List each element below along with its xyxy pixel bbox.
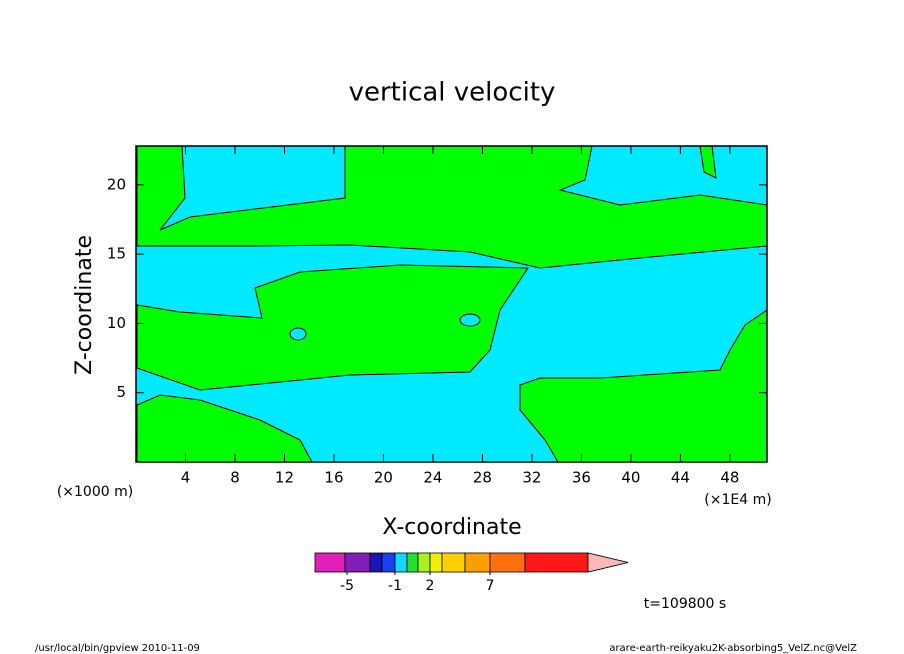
colorbar-box — [464, 552, 491, 573]
colorbar-box — [314, 552, 346, 573]
x-tick-label: 20 — [374, 469, 393, 487]
footer-left: /usr/local/bin/gpview 2010-11-09 — [35, 643, 200, 654]
colorbar-box — [524, 552, 589, 573]
plot-frame — [135, 145, 768, 463]
colorbar-tick-label: 7 — [486, 578, 495, 594]
colorbar-box — [441, 552, 466, 573]
x-tick-label: 24 — [423, 469, 442, 487]
time-label: t=109800 s — [644, 596, 726, 612]
contour-region — [289, 327, 307, 341]
x-tick-label: 8 — [230, 469, 240, 487]
chart-title: vertical velocity — [349, 78, 556, 108]
colorbar-box — [344, 552, 371, 573]
y-tick-label: 5 — [116, 383, 126, 401]
colorbar-box — [489, 552, 526, 573]
contour-field — [136, 145, 768, 463]
x-tick-label: 40 — [621, 469, 640, 487]
colorbar-arrow — [587, 552, 629, 573]
y-unit: (×1000 m) — [57, 484, 133, 500]
y-tick-label: 10 — [107, 314, 126, 332]
x-tick-label: 48 — [720, 469, 739, 487]
y-axis-label: Z-coordinate — [72, 235, 97, 375]
colorbar-box — [417, 552, 431, 573]
colorbar-box — [381, 552, 396, 573]
colorbar-box — [369, 552, 383, 573]
y-tick-label: 20 — [107, 175, 126, 193]
x-tick-label: 36 — [572, 469, 591, 487]
footer-right: arare-earth-reikyaku2K-absorbing5_VelZ.n… — [609, 643, 857, 654]
x-tick-label: 44 — [671, 469, 690, 487]
colorbar-tick-label: -5 — [340, 578, 354, 594]
colorbar-box — [406, 552, 419, 573]
x-tick-label: 32 — [522, 469, 541, 487]
colorbar-box — [429, 552, 443, 573]
y-tick-label: 15 — [107, 245, 126, 263]
colorbar-box — [394, 552, 408, 573]
x-tick-label: 12 — [275, 469, 294, 487]
x-tick-label: 28 — [473, 469, 492, 487]
x-tick-label: 16 — [324, 469, 343, 487]
x-axis-label: X-coordinate — [382, 515, 521, 540]
contour-region — [459, 313, 481, 327]
contour-region — [136, 264, 529, 391]
colorbar-tick-label: -1 — [388, 578, 402, 594]
contour-region — [519, 309, 768, 463]
colorbar-tick-label: 2 — [426, 578, 435, 594]
contour-region — [136, 145, 768, 269]
x-unit: (×1E4 m) — [704, 492, 771, 508]
x-tick-label: 4 — [181, 469, 191, 487]
